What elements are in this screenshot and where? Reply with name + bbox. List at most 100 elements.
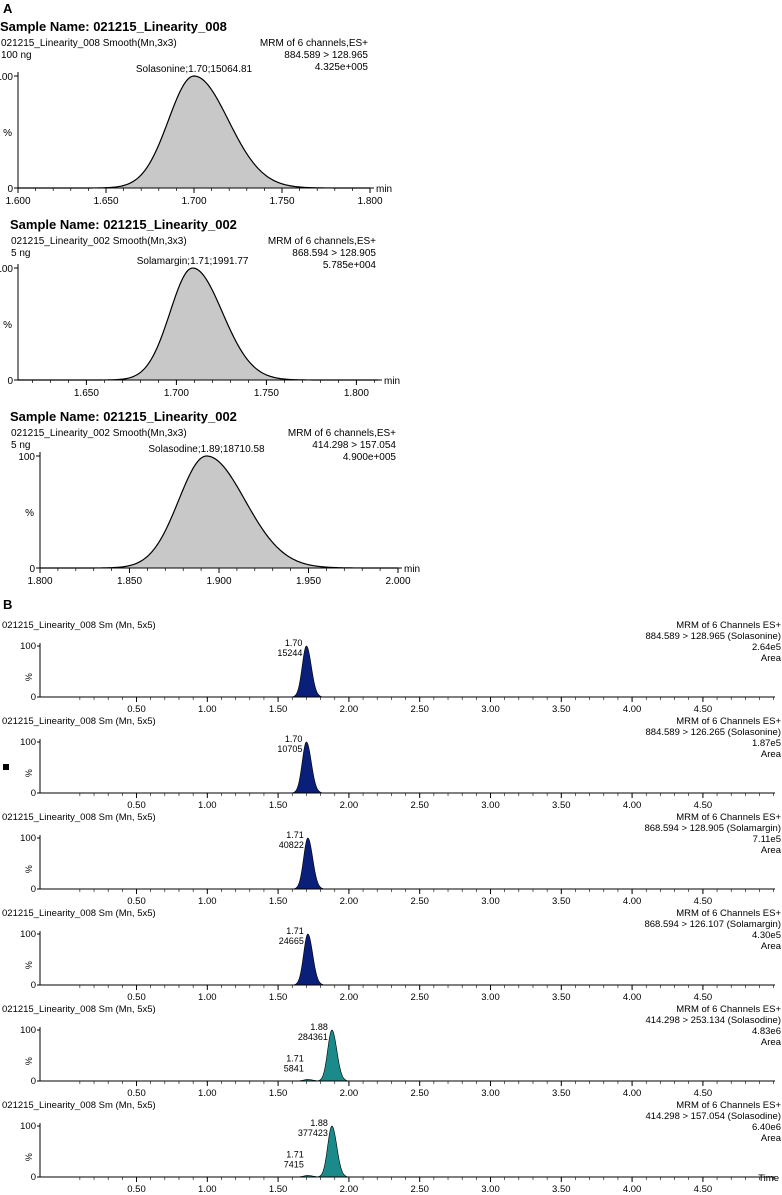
peak-rt-label: 1.70 bbox=[285, 734, 303, 744]
y-tick-label: 100 bbox=[20, 737, 36, 748]
x-tick-label: 3.50 bbox=[552, 992, 571, 1003]
y-tick-label: 0 bbox=[31, 788, 36, 799]
selection-marker bbox=[3, 764, 9, 770]
x-tick-label: 1.800 bbox=[27, 576, 52, 587]
peak-1 bbox=[290, 837, 325, 890]
x-tick-label: 2.50 bbox=[410, 800, 429, 811]
y-axis-label: % bbox=[24, 769, 34, 777]
x-tick-label: 2.00 bbox=[340, 992, 359, 1003]
y-tick-label: 0 bbox=[31, 1172, 36, 1183]
x-tick-label: 4.50 bbox=[694, 896, 713, 907]
chart-b-3: 021215_Linearity_008 Sm (Mn, 5x5) MRM of … bbox=[2, 812, 782, 907]
x-tick-label: 2.00 bbox=[340, 704, 359, 715]
y-tick-label: 0 bbox=[31, 692, 36, 703]
x-tick-label: 2.00 bbox=[340, 896, 359, 907]
x-tick-label: 1.00 bbox=[198, 896, 217, 907]
header-left-line: 021215_Linearity_002 Smooth(Mn,3x3) bbox=[11, 236, 187, 247]
header-right-line: Area bbox=[761, 1037, 782, 1048]
peak-area-label: 24665 bbox=[279, 936, 304, 946]
chart-b-1: 021215_Linearity_008 Sm (Mn, 5x5) MRM of … bbox=[2, 620, 782, 715]
peak-rt-label: 1.88 bbox=[310, 1118, 328, 1128]
x-tick-label: 1.800 bbox=[344, 388, 369, 399]
charts-group: Sample Name: 021215_Linearity_008 021215_… bbox=[0, 19, 782, 1195]
x-tick-label: 1.50 bbox=[269, 896, 288, 907]
x-tick-label: 4.00 bbox=[623, 800, 642, 811]
x-tick-label: 1.800 bbox=[357, 196, 382, 207]
header-right-line: MRM of 6 Channels ES+ bbox=[676, 1100, 781, 1111]
header-right-line: MRM of 6 Channels ES+ bbox=[676, 716, 781, 727]
header-left: 021215_Linearity_008 Sm (Mn, 5x5) bbox=[2, 716, 156, 727]
header-right-line: MRM of 6 Channels ES+ bbox=[676, 1004, 781, 1015]
y-tick-label: 0 bbox=[7, 184, 13, 195]
header-right-line: 414.298 > 157.054 (Solasodine) bbox=[646, 1111, 781, 1122]
header-right-line: Area bbox=[761, 653, 782, 664]
x-tick-label: 1.00 bbox=[198, 992, 217, 1003]
peak-label: Solasodine;1.89;18710.58 bbox=[148, 444, 265, 455]
peak-area bbox=[18, 76, 370, 188]
y-tick-label: 100 bbox=[0, 264, 13, 275]
y-axis-label: % bbox=[24, 1153, 34, 1161]
peak-1 bbox=[314, 1125, 349, 1178]
header-right-line: 884.589 > 126.265 (Solasonine) bbox=[646, 727, 781, 738]
peak-area-label: 377423 bbox=[298, 1128, 328, 1138]
x-tick-label: 0.50 bbox=[127, 896, 146, 907]
header-right-line: MRM of 6 Channels ES+ bbox=[676, 908, 781, 919]
chart-a-1: Sample Name: 021215_Linearity_008 021215_… bbox=[0, 19, 392, 207]
x-tick-label: 4.50 bbox=[694, 1088, 713, 1099]
x-tick-label: 2.50 bbox=[410, 896, 429, 907]
x-tick-label: 1.750 bbox=[254, 388, 279, 399]
x-tick-label: 1.900 bbox=[206, 576, 231, 587]
header-right-line: 868.594 > 128.905 bbox=[292, 248, 376, 259]
peak-1 bbox=[290, 933, 325, 986]
peak-area-label: 7415 bbox=[284, 1159, 304, 1169]
x-tick-label: 0.50 bbox=[127, 704, 146, 715]
peak-rt-label: 1.70 bbox=[285, 638, 303, 648]
x-tick-label: 3.00 bbox=[481, 704, 500, 715]
x-tick-label: 4.50 bbox=[694, 800, 713, 811]
header-right-line: 414.298 > 253.134 (Solasodine) bbox=[646, 1015, 781, 1026]
header-right-line: Area bbox=[761, 1133, 782, 1144]
header-right-line: 868.594 > 128.905 (Solamargin) bbox=[644, 823, 781, 834]
header-left-line: 021215_Linearity_008 Smooth(Mn,3x3) bbox=[1, 38, 177, 49]
y-tick-label: 0 bbox=[29, 564, 35, 575]
x-tick-label: 3.50 bbox=[552, 1184, 571, 1195]
panel-label-a: A bbox=[3, 1, 13, 16]
header-right-line: 884.589 > 128.965 (Solasonine) bbox=[646, 631, 781, 642]
x-tick-label: 2.00 bbox=[340, 1088, 359, 1099]
header-right-line: 414.298 > 157.054 bbox=[312, 440, 396, 451]
x-tick-label: 1.50 bbox=[269, 1184, 288, 1195]
header-right-line: 1.87e5 bbox=[752, 738, 781, 749]
chart-b-6: 021215_Linearity_008 Sm (Mn, 5x5) MRM of … bbox=[2, 1100, 782, 1195]
x-tick-label: 2.50 bbox=[410, 704, 429, 715]
x-tick-label: 1.650 bbox=[74, 388, 99, 399]
y-tick-label: 100 bbox=[20, 1025, 36, 1036]
x-tick-label: 3.50 bbox=[552, 896, 571, 907]
x-tick-label: 3.50 bbox=[552, 1088, 571, 1099]
header-left-line: 021215_Linearity_002 Smooth(Mn,3x3) bbox=[11, 428, 187, 439]
chart-a-2: Sample Name: 021215_Linearity_002 021215_… bbox=[0, 217, 400, 399]
x-tick-label: 3.50 bbox=[552, 800, 571, 811]
peak-label: Solasonine;1.70;15064.81 bbox=[136, 64, 253, 75]
x-tick-label: 3.50 bbox=[552, 704, 571, 715]
header-left: 021215_Linearity_008 Sm (Mn, 5x5) bbox=[2, 812, 156, 823]
peak-label: Solamargin;1.71;1991.77 bbox=[137, 256, 249, 267]
x-tick-label: 1.50 bbox=[269, 1088, 288, 1099]
chart-b-2: 021215_Linearity_008 Sm (Mn, 5x5) MRM of … bbox=[2, 716, 782, 811]
x-tick-label: 1.750 bbox=[269, 196, 294, 207]
x-tick-label: 1.850 bbox=[117, 576, 142, 587]
x-tick-label: 1.00 bbox=[198, 1184, 217, 1195]
peak-area-label: 5841 bbox=[284, 1063, 304, 1073]
chart-b-5: 021215_Linearity_008 Sm (Mn, 5x5) MRM of … bbox=[2, 1004, 782, 1099]
x-tick-label: 1.00 bbox=[198, 800, 217, 811]
x-tick-label: 0.50 bbox=[127, 1184, 146, 1195]
header-right-line: MRM of 6 channels,ES+ bbox=[268, 236, 376, 247]
peak-area-label: 284361 bbox=[298, 1032, 328, 1042]
chart-a-3: Sample Name: 021215_Linearity_002 021215_… bbox=[10, 409, 420, 587]
peak-rt-label: 1.71 bbox=[286, 830, 304, 840]
y-tick-label: 0 bbox=[31, 1076, 36, 1087]
peak-area bbox=[18, 268, 378, 380]
y-tick-label: 100 bbox=[20, 1121, 36, 1132]
header-right-line: 4.325e+005 bbox=[315, 62, 369, 73]
peak-area-label: 40822 bbox=[279, 840, 304, 850]
